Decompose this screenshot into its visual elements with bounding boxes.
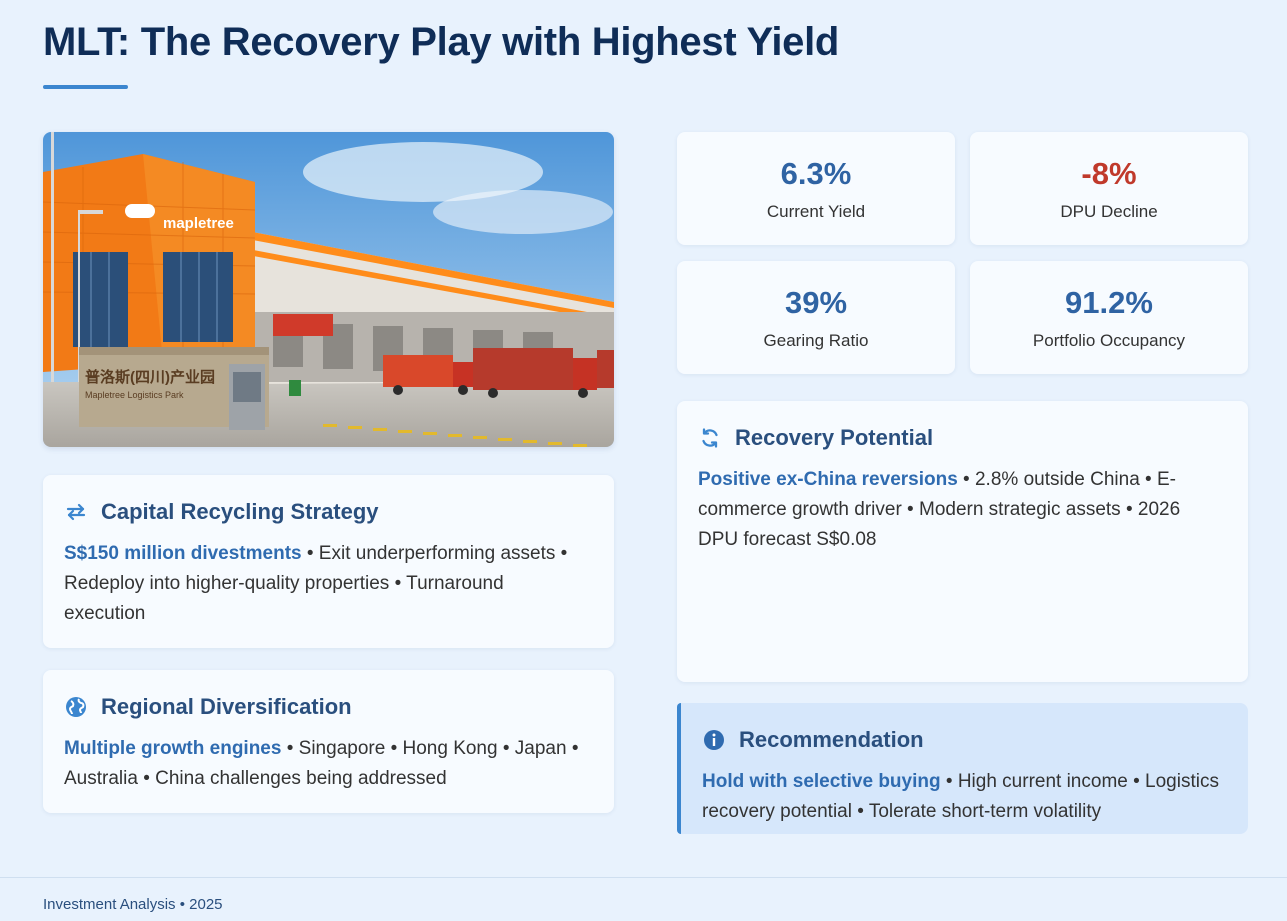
card-highlight: Multiple growth engines <box>64 738 282 759</box>
info-icon <box>702 728 726 752</box>
card-text: • Exit underperforming assets • Redeploy… <box>64 543 568 624</box>
wall-sign-sub: Mapletree Logistics Park <box>85 390 184 400</box>
card-highlight: S$150 million divestments <box>64 543 302 564</box>
stat-label: Current Yield <box>766 202 866 221</box>
capital-recycling-card: Capital Recycling Strategy S$150 million… <box>43 475 614 648</box>
stat-card-portfolio-occupancy: 91.2% Portfolio Occupancy <box>970 261 1248 374</box>
page-title: MLT: The Recovery Play with Highest Yiel… <box>43 20 840 64</box>
stat-card-gearing-ratio: 39% Gearing Ratio <box>677 261 955 374</box>
card-title: Recommendation <box>739 727 924 752</box>
brand-sign: mapletree <box>163 215 234 232</box>
warehouse-photo: mapletree 普洛斯(四川)产业园 Mapletree Logistics… <box>43 132 614 447</box>
wall-sign: 普洛斯(四川)产业园 <box>85 368 215 386</box>
stat-value: -8% <box>1081 156 1137 191</box>
card-title: Capital Recycling Strategy <box>101 499 379 524</box>
globe-icon <box>64 695 88 719</box>
stat-label: Gearing Ratio <box>763 331 869 350</box>
stat-value: 91.2% <box>1065 285 1153 320</box>
stat-label: DPU Decline <box>1060 202 1158 221</box>
footer-text: Investment Analysis • 2025 <box>43 896 223 913</box>
card-body: S$150 million divestments • Exit underpe… <box>64 539 588 629</box>
stat-card-current-yield: 6.3% Current Yield <box>677 132 955 245</box>
card-title: Regional Diversification <box>101 694 352 719</box>
footer-divider <box>0 877 1287 878</box>
refresh-icon <box>698 426 722 450</box>
card-text: • 2.8% outside China • E-commerce growth… <box>698 469 1181 550</box>
card-body: Positive ex-China reversions • 2.8% outs… <box>698 465 1222 555</box>
card-text: • Singapore • Hong Kong • Japan • Austra… <box>64 738 579 789</box>
stat-card-dpu-decline: -8% DPU Decline <box>970 132 1248 245</box>
recommendation-box: Recommendation Hold with selective buyin… <box>677 703 1248 834</box>
card-body: Hold with selective buying • High curren… <box>702 767 1222 827</box>
recovery-potential-card: Recovery Potential Positive ex-China rev… <box>677 401 1248 682</box>
card-title: Recovery Potential <box>735 425 934 450</box>
stat-value: 6.3% <box>780 156 852 191</box>
stat-label: Portfolio Occupancy <box>1032 331 1186 350</box>
card-highlight: Positive ex-China reversions <box>698 469 958 490</box>
regional-diversification-card: Regional Diversification Multiple growth… <box>43 670 614 813</box>
title-underline <box>43 85 128 89</box>
card-text: • High current income • Logistics recove… <box>702 771 1219 822</box>
card-body: Multiple growth engines • Singapore • Ho… <box>64 734 588 794</box>
stat-value: 39% <box>784 285 848 320</box>
card-highlight: Hold with selective buying <box>702 771 941 792</box>
arrows-swap-icon <box>64 500 88 524</box>
